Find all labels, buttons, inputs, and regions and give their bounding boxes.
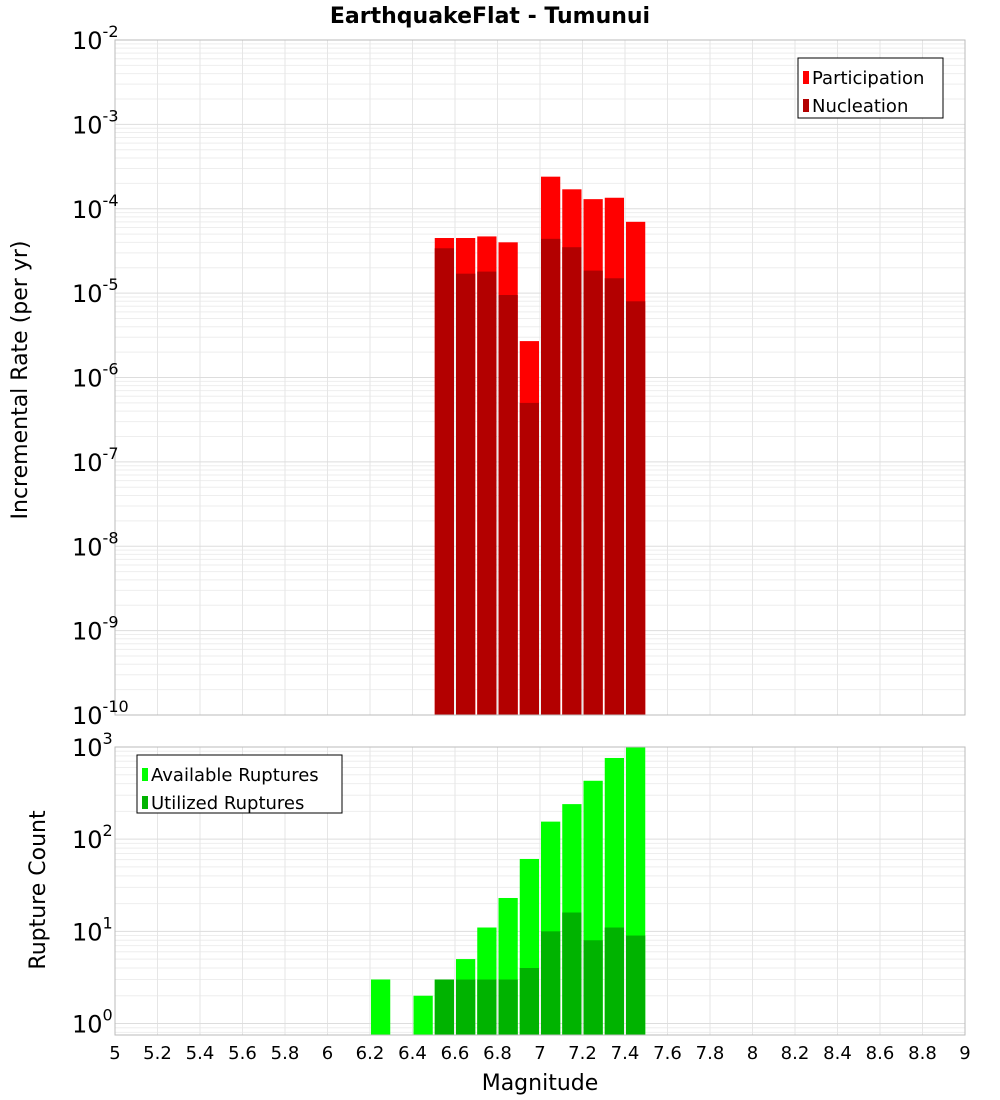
y-tick-label: 10-2 [72, 22, 119, 55]
x-tick-label: 6.8 [483, 1043, 512, 1064]
x-tick-label: 5.4 [186, 1043, 215, 1064]
bar-utilized-ruptures [562, 912, 582, 1035]
bar-utilized-ruptures [583, 940, 603, 1035]
legend-swatch [142, 768, 148, 781]
legend-box [136, 754, 343, 814]
bar-nucleation [541, 238, 561, 715]
x-tick-label: 8.4 [823, 1043, 852, 1064]
y-tick-label: 10-7 [72, 444, 119, 477]
bar-nucleation [562, 247, 582, 715]
bottom-y-axis-label: Rupture Count [26, 810, 51, 970]
x-tick-label: 6.6 [441, 1043, 470, 1064]
legend-label: Utilized Ruptures [151, 793, 304, 814]
x-tick-label: 5 [109, 1043, 120, 1064]
bar-nucleation [434, 248, 454, 715]
bar-available-ruptures [371, 979, 391, 1035]
y-tick-label: 100 [72, 1006, 113, 1039]
rupture-count-panel: 100 101 102 103 5 5.2 5.4 5.6 5.8 6 6.2 6.4 6.6 6.8 7 7… [72, 729, 971, 1064]
plot-frame [114, 746, 966, 1036]
bar-nucleation [626, 301, 646, 715]
y-tick-label: 10-10 [72, 697, 129, 730]
y-tick-label: 101 [72, 913, 113, 946]
bar-available-ruptures [413, 995, 433, 1035]
x-tick-label: 8.2 [781, 1043, 810, 1064]
x-tick-label: 7.8 [696, 1043, 725, 1064]
bar-utilized-ruptures [477, 979, 497, 1035]
x-tick-label: 7.2 [568, 1043, 597, 1064]
x-tick-label: 6 [322, 1043, 333, 1064]
bar-nucleation [498, 295, 518, 715]
y-tick-label: 10-6 [72, 360, 119, 393]
y-tick-label: 102 [72, 821, 113, 854]
legend-label: Nucleation [812, 96, 908, 117]
y-tick-label: 103 [72, 729, 113, 762]
y-tick-label: 10-9 [72, 613, 119, 646]
x-tick-label: 9 [959, 1043, 970, 1064]
x-tick-label: 7.6 [653, 1043, 682, 1064]
bar-nucleation [583, 270, 603, 715]
legend-box [797, 57, 944, 119]
chart-title: EarthquakeFlat - Tumunui [330, 4, 650, 29]
legend: Available Ruptures Utilized Ruptures [136, 754, 343, 814]
x-tick-label: 7 [534, 1043, 545, 1064]
bar-nucleation [477, 271, 497, 715]
x-tick-label: 5.6 [228, 1043, 257, 1064]
legend-label: Available Ruptures [151, 765, 319, 786]
x-tick-label: 5.2 [143, 1043, 172, 1064]
y-tick-label: 10-8 [72, 528, 119, 561]
legend-swatch [803, 71, 809, 84]
x-tick-label: 6.4 [398, 1043, 427, 1064]
y-tick-label: 10-4 [72, 191, 119, 224]
x-tick-label: 8.6 [866, 1043, 895, 1064]
x-axis-label: Magnitude [482, 1071, 599, 1096]
bar-utilized-ruptures [498, 979, 518, 1035]
legend-swatch [803, 99, 809, 112]
legend: Participation Nucleation [797, 57, 944, 119]
bar-nucleation [519, 402, 539, 715]
x-tick-label: 8.8 [908, 1043, 937, 1064]
x-tick-label: 5.8 [271, 1043, 300, 1064]
top-y-axis-label: Incremental Rate (per yr) [8, 241, 33, 520]
legend-label: Participation [812, 68, 924, 89]
bar-nucleation [456, 273, 476, 715]
bar-utilized-ruptures [604, 927, 624, 1035]
bar-utilized-ruptures [626, 935, 646, 1035]
bar-nucleation [604, 278, 624, 715]
x-tick-label: 6.2 [356, 1043, 385, 1064]
y-tick-label: 10-3 [72, 106, 119, 139]
x-tick-label: 7.4 [611, 1043, 640, 1064]
plot-frame [114, 39, 966, 716]
legend-swatch [142, 796, 148, 809]
x-tick-label: 8 [747, 1043, 758, 1064]
bar-utilized-ruptures [456, 979, 476, 1035]
y-tick-label: 10-5 [72, 275, 119, 308]
rate-panel: 10-10 10-9 10-8 10-7 10-6 10-5 10-4 10-3 10-2 Par… [72, 22, 966, 730]
bar-utilized-ruptures [434, 979, 454, 1035]
bar-utilized-ruptures [541, 931, 561, 1035]
bar-utilized-ruptures [519, 968, 539, 1035]
